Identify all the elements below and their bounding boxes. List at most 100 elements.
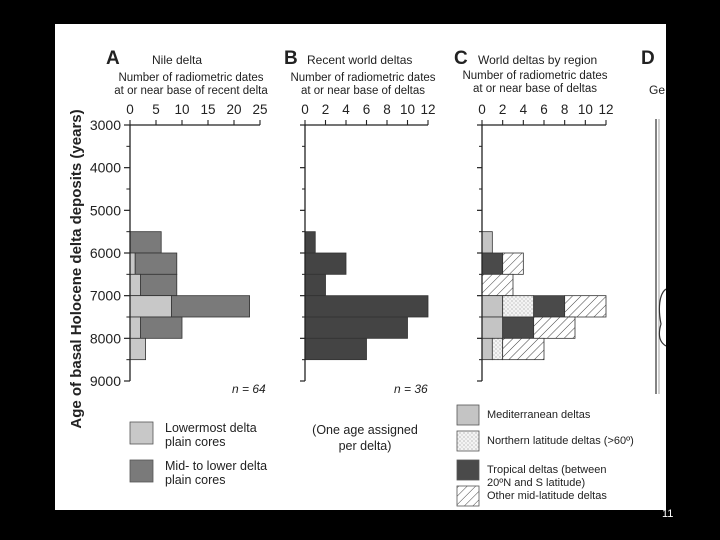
legend-label-tropical-line1: Tropical deltas (between bbox=[487, 464, 606, 476]
panel-a-x-tick-label-15: 15 bbox=[200, 102, 215, 117]
panel-b-x-tick-label-2: 2 bbox=[322, 102, 330, 117]
panel-c-letter: C bbox=[454, 48, 468, 69]
panel-b-bar-recent-5500 bbox=[304, 231, 316, 254]
panel-d-partial-plot bbox=[655, 119, 666, 394]
panel-c-x-tick-label-12: 12 bbox=[598, 102, 613, 117]
panel-b-bar-recent-6000 bbox=[304, 252, 347, 275]
panel-a-x-tick-label-10: 10 bbox=[174, 102, 189, 117]
panel-b-x-tick-label-8: 8 bbox=[383, 102, 391, 117]
y-tick-label-3000: 3000 bbox=[90, 117, 121, 133]
panel-a-letter: A bbox=[106, 48, 120, 69]
panel-d-title-fragment: Ge bbox=[649, 83, 665, 97]
y-tick-label-4000: 4000 bbox=[90, 160, 121, 176]
legend-swatch-northern bbox=[456, 430, 480, 452]
y-tick-label-7000: 7000 bbox=[90, 288, 121, 304]
panel-c-bar-tropical-7500 bbox=[502, 316, 535, 339]
panel-c-plot: 0 2 4 6 8 10 12 bbox=[477, 102, 614, 382]
panel-a-bar-midlower-6000 bbox=[134, 252, 178, 275]
y-tick-label-6000: 6000 bbox=[90, 245, 121, 261]
legend-swatch-tropical bbox=[456, 459, 480, 481]
legend-label-midlower-line1: Mid- to lower delta bbox=[165, 459, 267, 473]
panel-c-bar-mediterranean-7500 bbox=[481, 316, 504, 339]
y-axis-label: Age of basal Holocene delta deposits (ye… bbox=[68, 109, 85, 428]
panel-b-xlabel-1: Number of radiometric dates bbox=[290, 72, 435, 84]
panel-c-bar-other-6000 bbox=[502, 252, 524, 275]
panel-b-note-line1: (One age assigned bbox=[312, 423, 418, 437]
panel-b-x-tick-label-4: 4 bbox=[342, 102, 350, 117]
panel-b-x-tick-label-10: 10 bbox=[400, 102, 415, 117]
legend-label-mediterranean-line1: Mediterranean deltas bbox=[487, 409, 591, 421]
panel-c-bar-other-7000 bbox=[564, 295, 607, 318]
panel-a-bar-lowermost-6500 bbox=[129, 273, 141, 297]
y-tick-label-8000: 8000 bbox=[90, 330, 121, 346]
panel-c-bar-other-8000 bbox=[502, 337, 545, 361]
panel-a-n-label: n = 64 bbox=[232, 382, 266, 396]
panel-b-x-tick-label-12: 12 bbox=[420, 102, 435, 117]
panel-c-x-tick-label-10: 10 bbox=[578, 102, 593, 117]
panel-c-bar-mediterranean-5500 bbox=[481, 231, 493, 254]
panel-a-x-tick-label-25: 25 bbox=[252, 102, 267, 117]
panel-b-x-tick-label-6: 6 bbox=[363, 102, 371, 117]
panel-a-bar-midlower-5500 bbox=[129, 231, 162, 254]
panel-d-letter: D bbox=[641, 48, 655, 69]
panel-b-title: Recent world deltas bbox=[307, 53, 412, 67]
panel-b-plot: 0 2 4 6 8 10 12 bbox=[300, 102, 436, 382]
panel-b-n-label: n = 36 bbox=[394, 382, 428, 396]
legend-label-northern-line1: Northern latitude deltas (>60º) bbox=[487, 435, 634, 447]
panel-a-bar-midlower-7500 bbox=[140, 316, 183, 339]
panel-b-bar-recent-7500 bbox=[304, 316, 408, 339]
legend-swatch-other bbox=[456, 485, 480, 507]
figure-canvas: Age of basal Holocene delta deposits (ye… bbox=[68, 48, 666, 507]
legend-label-other-line1: Other mid-latitude deltas bbox=[487, 490, 607, 502]
delta-age-figure: Age of basal Holocene delta deposits (ye… bbox=[55, 24, 666, 510]
panel-b-x-tick-label-0: 0 bbox=[301, 102, 309, 117]
legend-panel-c: Mediterranean deltas Northern latitude de… bbox=[456, 404, 634, 507]
panel-c-bar-other-7500 bbox=[533, 316, 576, 339]
panel-c-x-tick-label-0: 0 bbox=[478, 102, 486, 117]
legend-label-lowermost-line1: Lowermost delta bbox=[165, 421, 257, 435]
legend-swatch-midlower bbox=[129, 459, 154, 483]
panel-a-bar-lowermost-7000 bbox=[129, 295, 172, 318]
panel-c-bar-tropical-6000 bbox=[481, 252, 504, 275]
panel-a-bar-lowermost-7500 bbox=[129, 316, 141, 339]
panel-a-x-tick-label-20: 20 bbox=[226, 102, 241, 117]
panel-a-plot: 3000 4000 5000 6000 7000 8000 9000 0 5 10 15 20 25 bbox=[90, 102, 268, 389]
panel-c-xlabel-1: Number of radiometric dates bbox=[462, 70, 607, 82]
panel-c-bar-tropical-7000 bbox=[533, 295, 566, 318]
legend-swatch-mediterranean bbox=[456, 404, 480, 426]
panel-a-xlabel-2: at or near base of recent delta bbox=[114, 85, 268, 97]
panel-b-letter: B bbox=[284, 48, 298, 69]
panel-c-bar-northern-7000 bbox=[502, 295, 535, 318]
panel-a-bar-lowermost-6000 bbox=[129, 252, 136, 275]
panel-c-x-tick-label-8: 8 bbox=[561, 102, 569, 117]
panel-a-x-tick-label-5: 5 bbox=[152, 102, 160, 117]
panel-b-bar-recent-8000 bbox=[304, 337, 367, 361]
legend-label-tropical-line2: 20ºN and S latitude) bbox=[487, 477, 585, 489]
panel-b-note-line2: per delta) bbox=[339, 439, 392, 453]
legend-swatch-lowermost bbox=[129, 421, 154, 445]
y-tick-label-5000: 5000 bbox=[90, 202, 121, 218]
panel-a-xlabel-1: Number of radiometric dates bbox=[118, 72, 263, 84]
panel-a-title: Nile delta bbox=[152, 53, 202, 67]
panel-b-xlabel-2: at or near base of deltas bbox=[301, 85, 425, 97]
slide-number: 11 bbox=[662, 508, 674, 520]
y-tick-label-9000: 9000 bbox=[90, 373, 121, 389]
panel-c-bar-mediterranean-7000 bbox=[481, 295, 504, 318]
panel-c-x-tick-label-6: 6 bbox=[540, 102, 548, 117]
panel-a-bar-midlower-6500 bbox=[140, 273, 178, 297]
panel-c-bar-northern-8000 bbox=[491, 337, 504, 361]
panel-a-bar-lowermost-8000 bbox=[129, 337, 146, 361]
panel-c-xlabel-2: at or near base of deltas bbox=[473, 83, 597, 95]
panel-c-title: World deltas by region bbox=[478, 53, 597, 67]
panel-c-x-tick-label-2: 2 bbox=[499, 102, 507, 117]
panel-c-x-tick-label-4: 4 bbox=[520, 102, 528, 117]
panel-c-bar-mediterranean-8000 bbox=[481, 337, 493, 361]
panel-c-bar-other-6500 bbox=[481, 273, 514, 297]
legend-label-lowermost-line2: plain cores bbox=[165, 435, 225, 449]
panel-a-x-tick-label-0: 0 bbox=[126, 102, 134, 117]
panel-a-bar-midlower-7000 bbox=[171, 295, 250, 318]
